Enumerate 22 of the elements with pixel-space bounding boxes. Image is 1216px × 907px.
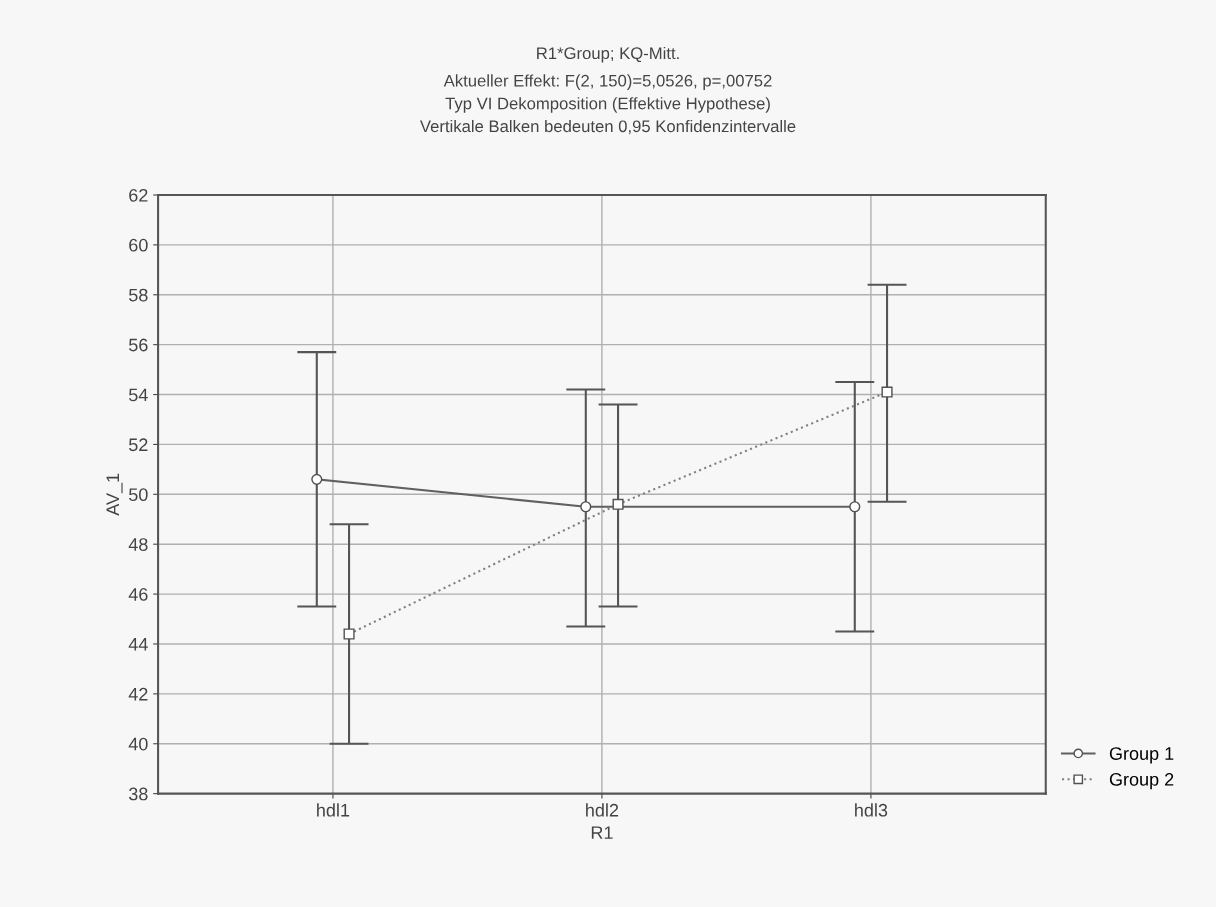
x-axis-title: R1 — [591, 826, 613, 839]
x-tick-label: hdl2 — [586, 803, 619, 817]
x-tick-label: hdl1 — [317, 803, 350, 817]
y-tick-label: 60 — [129, 238, 148, 252]
y-tick-label: 52 — [129, 438, 148, 452]
legend-label: Group 1 — [1109, 747, 1174, 764]
y-tick-label: 46 — [128, 588, 148, 601]
y-tick-label: 56 — [129, 338, 148, 352]
y-tick-label: 40 — [128, 737, 148, 751]
y-tick-label: 38 — [128, 787, 148, 801]
y-tick-label: 44 — [128, 638, 148, 651]
y-tick-label: 42 — [128, 687, 148, 701]
y-tick-label: 62 — [129, 188, 148, 202]
chart-title: R1*Group; KQ-Mitt. — [537, 46, 679, 63]
y-tick-label: 58 — [129, 288, 148, 302]
legend-label: Group 2 — [1109, 772, 1174, 790]
x-tick-label: hdl3 — [855, 803, 888, 817]
y-tick-label: 48 — [128, 538, 148, 551]
y-axis-title: AV_1 — [106, 473, 123, 516]
chart-subtitle: Aktueller Effekt: F(2, 150)=5,0526, p=,00752 Typ VI Dekomposition (Effektive Hypothese) Vertikale Balken bedeuten 0,95 Konfidenzintervalle — [419, 74, 796, 135]
y-tick-label: 54 — [129, 388, 148, 402]
y-tick-label: 50 — [129, 488, 148, 502]
